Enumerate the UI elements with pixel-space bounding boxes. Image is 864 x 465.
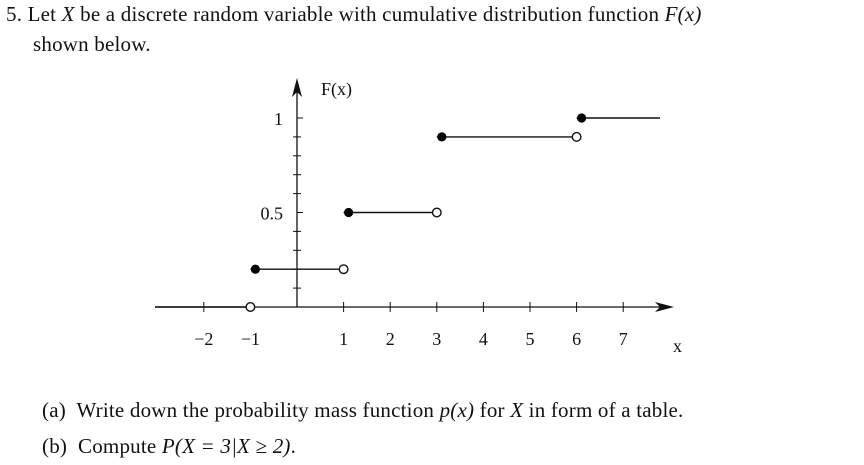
part-label: (a) [42,398,66,422]
intro-text-2: shown below. [33,32,151,56]
x-tick-label: −1 [241,329,260,349]
part-text: in form of a table. [523,398,684,422]
open-point [571,131,582,142]
y-axis-label: F(x) [321,79,352,100]
y-axis-arrow [292,78,302,97]
part-label: (b) [42,434,68,458]
part-text: Write down the probability mass function [76,398,440,422]
x-tick-label: −2 [194,329,213,349]
part-text: for [474,398,511,422]
math-var: X [510,398,524,422]
closed-point [437,132,447,142]
part-a: (a) Write down the probability mass func… [42,398,684,423]
open-point [431,207,442,218]
x-tick-label: 1 [339,329,348,349]
x-tick-label: 3 [432,329,441,349]
open-point [338,264,349,275]
part-b: (b) Compute P(X = 3|X ≥ 2). [42,434,296,459]
y-tick-label: 1 [274,109,283,129]
intro-text: be a discrete random variable with cumul… [74,2,665,26]
part-text: Compute [78,434,162,458]
x-tick-label: 4 [479,329,488,349]
x-axis-arrow [655,302,674,312]
math-var: X [61,2,75,26]
part-text: . [290,434,297,458]
x-tick-label: 5 [526,329,535,349]
problem-statement: 5. Let X be a discrete random variable w… [6,2,702,27]
x-tick-label: 6 [572,329,581,349]
x-tick-label: 7 [619,329,628,349]
closed-point [577,113,587,123]
closed-point [344,207,354,218]
math-expression: P(X = 3|X ≥ 2) [161,434,291,458]
closed-point [250,264,260,274]
math-var: p(x) [439,398,475,422]
y-tick-label: 0.5 [261,204,284,224]
x-axis-label: x [673,336,682,356]
intro-text: Let [27,2,62,26]
open-point [245,302,256,313]
math-var: F(x) [664,2,702,26]
x-tick-label: 2 [386,329,395,349]
problem-number: 5. [6,2,23,26]
